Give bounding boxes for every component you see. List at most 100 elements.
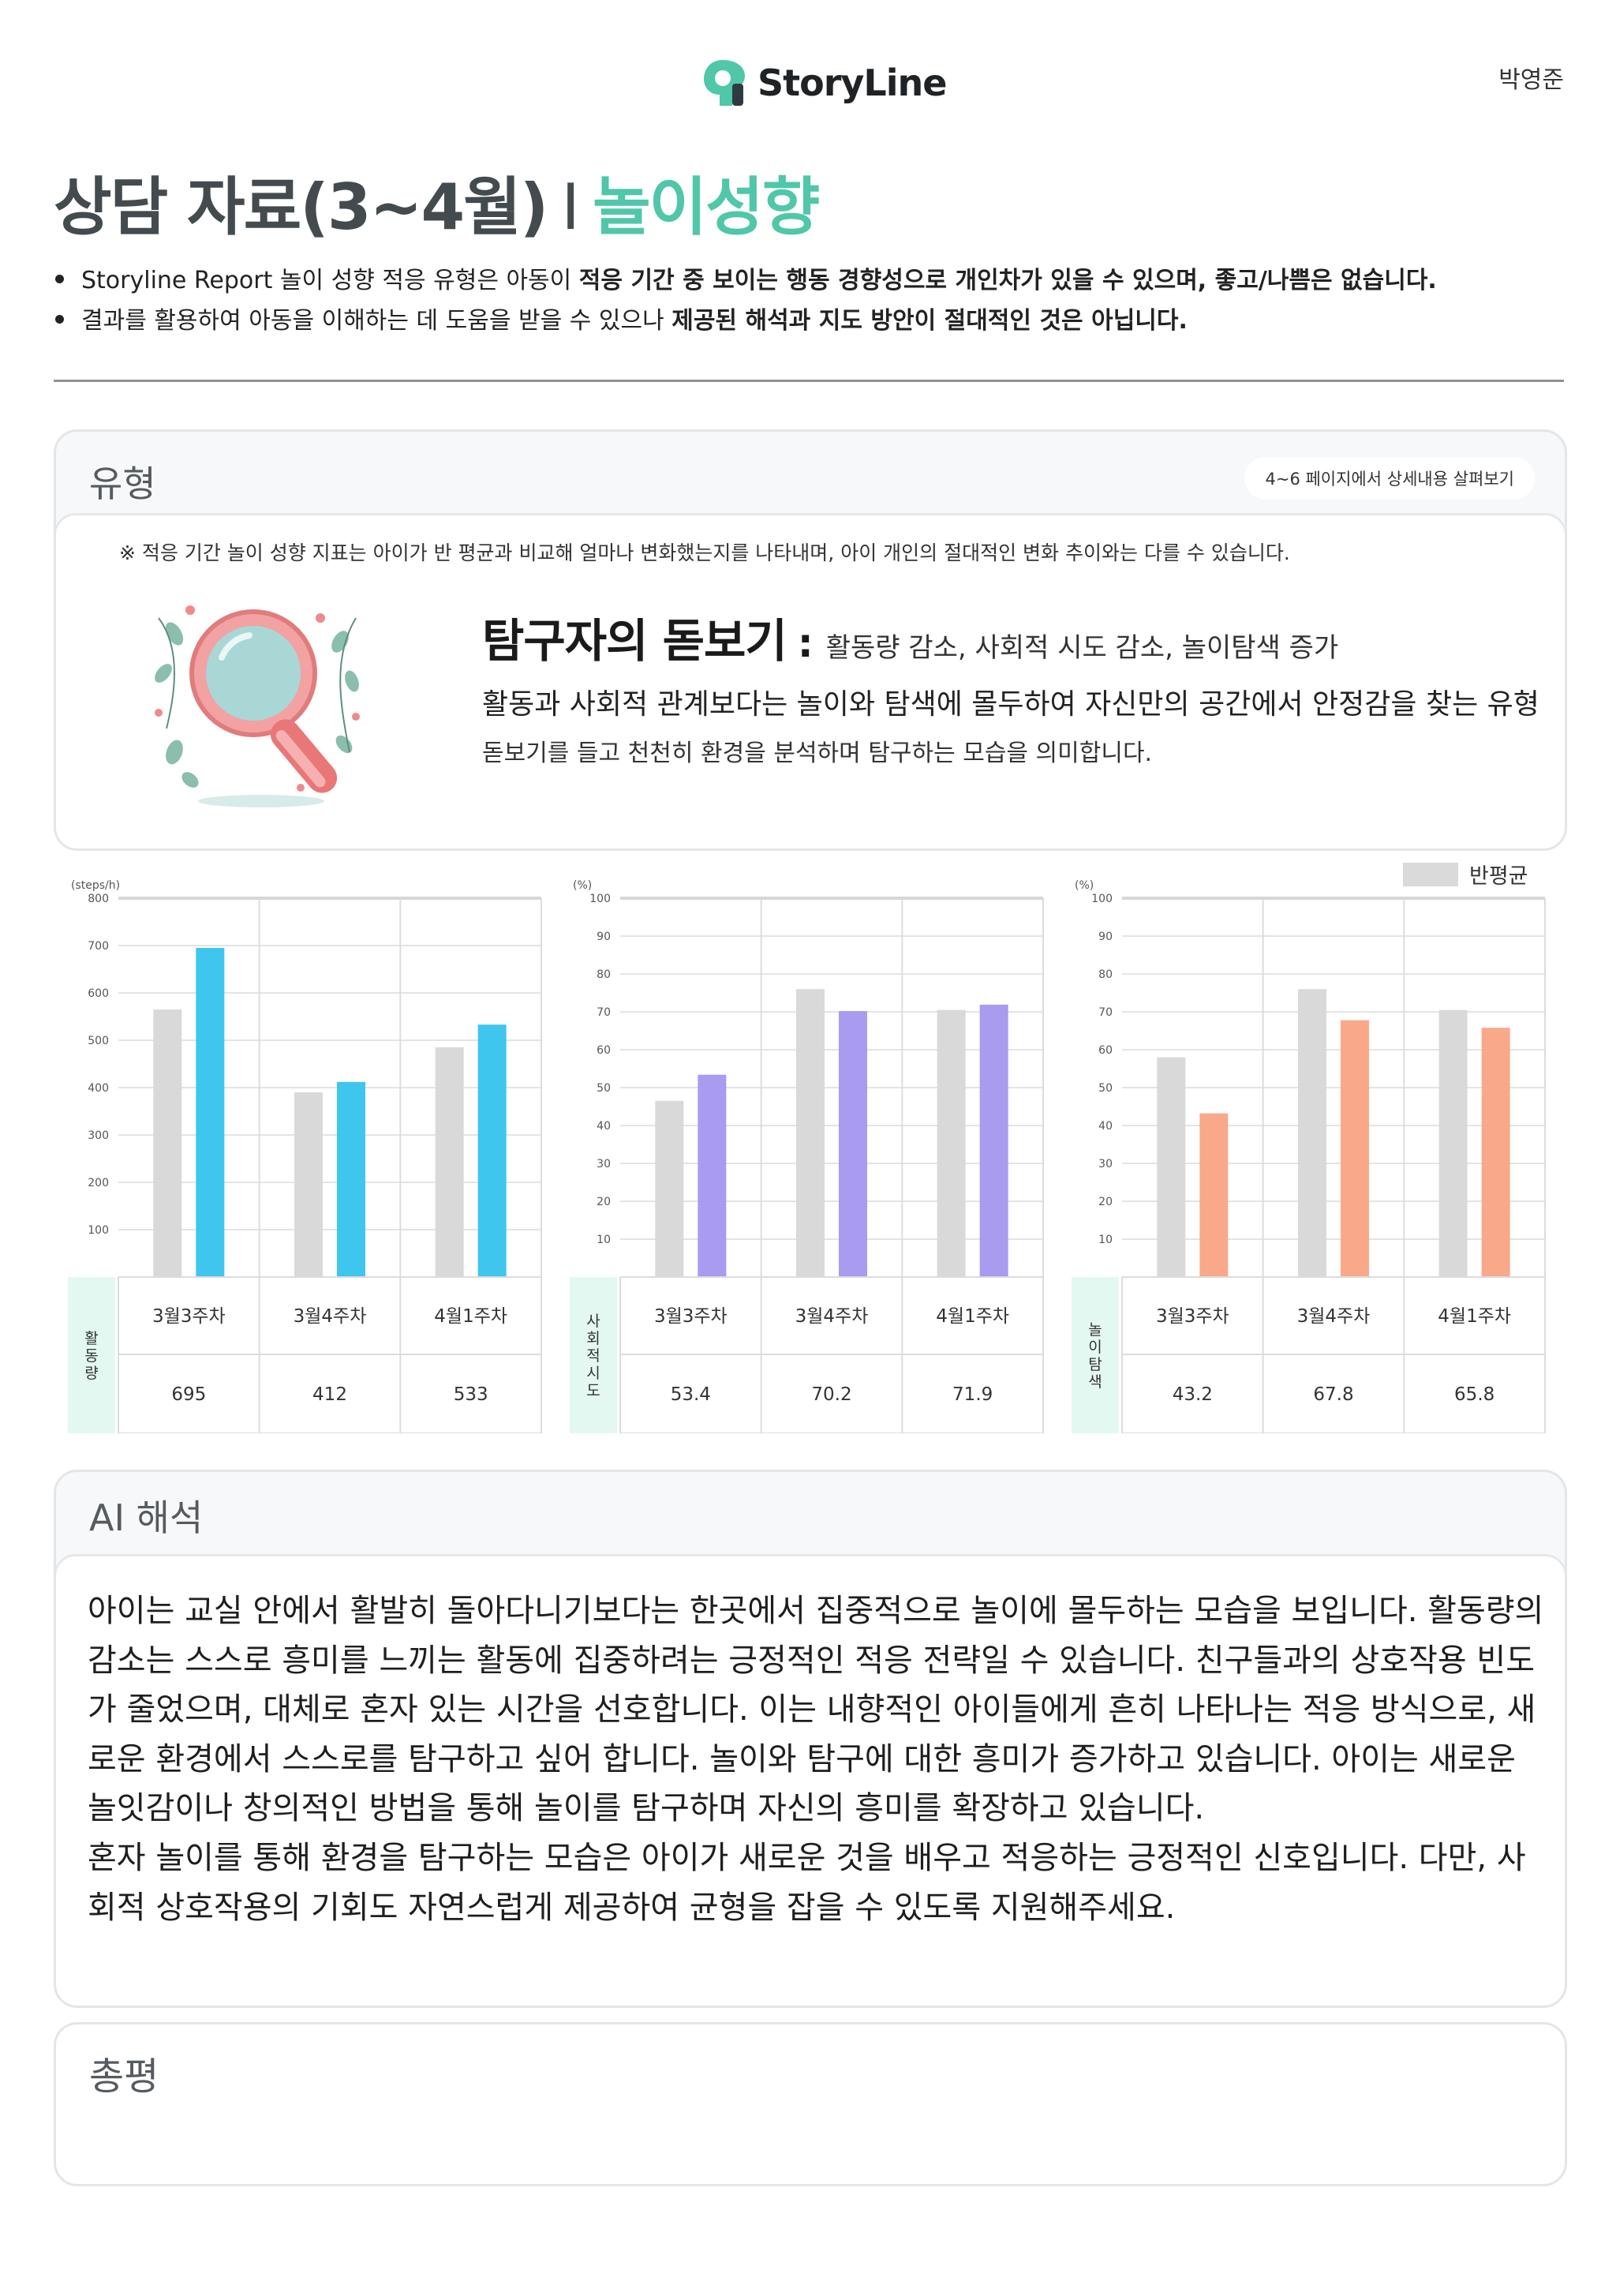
chart-legend: 반평균 — [1403, 859, 1528, 890]
y-tick-label: 500 — [88, 1035, 109, 1047]
chart-0-svg: (steps/h) 100 200 300 400 500 600 700 800 활동량 3월3주… — [68, 879, 542, 1433]
value-label: 695 — [171, 1384, 206, 1405]
y-tick-label: 80 — [597, 968, 611, 981]
chart-2-svg: (%) 10 20 30 40 50 60 70 80 90 100 놀이탐색 3월3주차 43.2 3월4… — [1072, 879, 1546, 1433]
bar-class-average — [655, 1100, 684, 1277]
chart-unit-label: (steps/h) — [71, 879, 120, 892]
value-label: 67.8 — [1313, 1384, 1353, 1405]
ai-paragraph-1: 아이는 교실 안에서 활발히 돌아다니기보다는 한곳에서 집중적으로 놀이에 몰… — [88, 1593, 1544, 1827]
y-tick-label: 100 — [88, 1224, 109, 1237]
value-label: 53.4 — [671, 1384, 711, 1405]
row-label-char: 적 — [586, 1347, 600, 1365]
note-2-bold: 제공된 해석과 지도 방안이 절대적인 것은 아닙니다. — [671, 307, 1188, 335]
y-tick-label: 200 — [88, 1177, 109, 1189]
row-label-background — [570, 1277, 617, 1433]
category-label: 4월1주차 — [936, 1306, 1009, 1327]
row-label-char: 동 — [84, 1347, 98, 1365]
row-label-char: 도 — [586, 1382, 600, 1399]
chart-unit-label: (%) — [1075, 879, 1094, 892]
y-tick-label: 70 — [1098, 1006, 1113, 1019]
y-tick-label: 300 — [88, 1129, 109, 1142]
type-name: 탐구자의 돋보기 — [482, 614, 787, 668]
row-label-char: 탐 — [1088, 1356, 1102, 1373]
bar-child-value — [839, 1011, 867, 1277]
ai-paragraph-2: 혼자 놀이를 통해 환경을 탐구하는 모습은 아이가 새로운 것을 배우고 적응… — [88, 1839, 1526, 1926]
legend-swatch-class-average — [1403, 862, 1458, 886]
chart-unit-label: (%) — [573, 879, 592, 892]
type-section-heading: 유형 — [89, 463, 156, 505]
header-divider — [54, 380, 1564, 382]
category-label: 3월4주차 — [1297, 1306, 1371, 1327]
social-attempt-chart: (%) 10 20 30 40 50 60 70 80 90 100 사 회 적 시 도 3월3주차 53.4 3월… — [570, 868, 1046, 1433]
note-1-bold: 적응 기간 중 보이는 행동 경향성으로 개인차가 있을 수 있으며, 좋고/나… — [578, 267, 1437, 294]
category-label: 4월1주차 — [434, 1306, 507, 1327]
category-label: 3월3주차 — [152, 1306, 226, 1327]
category-label: 4월1주차 — [1438, 1306, 1511, 1327]
title-accent: 놀이성향 — [592, 170, 820, 244]
bar-class-average — [1157, 1057, 1186, 1277]
legend-label-class-average: 반평균 — [1469, 864, 1528, 889]
ai-section-heading: AI 해석 — [89, 1496, 204, 1539]
category-label: 3월4주차 — [795, 1306, 869, 1327]
row-label-char: 색 — [1088, 1373, 1102, 1391]
category-label: 3월3주차 — [654, 1306, 728, 1327]
activity-chart: (steps/h) 100 200 300 400 500 600 700 800 활 동 량 3월3주… — [68, 868, 544, 1433]
title-main: 상담 자료(3~4월) — [54, 170, 548, 244]
type-traits: 활동량 감소, 사회적 시도 감소, 놀이탐색 증가 — [825, 632, 1339, 664]
y-tick-label: 60 — [1098, 1044, 1113, 1057]
note-bullet-1: Storyline Report 놀이 성향 적응 유형은 아동이 적응 기간 … — [55, 260, 1437, 295]
y-tick-label: 100 — [1091, 893, 1113, 905]
storyline-logo-icon — [704, 60, 745, 106]
y-tick-label: 100 — [589, 893, 611, 905]
bar-class-average — [435, 1047, 464, 1277]
bar-class-average — [153, 1009, 182, 1277]
value-label: 533 — [454, 1384, 488, 1405]
type-note: ※ 적응 기간 놀이 성향 지표는 아이가 반 평균과 비교해 얼마나 변화했는… — [119, 541, 1290, 564]
bar-class-average — [1438, 1009, 1468, 1277]
magnifier-illustration-icon — [155, 605, 360, 807]
ai-interpretation-card: 아이는 교실 안에서 활발히 돌아다니기보다는 한곳에서 집중적으로 놀이에 몰… — [56, 1554, 1565, 2006]
bar-child-value — [477, 1024, 507, 1277]
y-tick-label: 20 — [1098, 1196, 1113, 1208]
note-bullet-2: 결과를 활용하여 아동을 이해하는 데 도움을 받을 수 있으나 제공된 해석과… — [55, 301, 1188, 335]
row-label-char: 량 — [84, 1365, 98, 1382]
value-label: 65.8 — [1454, 1384, 1494, 1405]
row-label-background — [1072, 1277, 1119, 1433]
bar-child-value — [337, 1081, 365, 1277]
value-label: 412 — [312, 1384, 347, 1405]
y-tick-label: 50 — [1098, 1082, 1113, 1095]
page-title: 상담 자료(3~4월) I 놀이성향 — [54, 156, 820, 248]
type-section: 유형 4~6 페이지에서 상세내용 살펴보기 ※ 적응 기간 놀이 성향 지표는… — [54, 429, 1567, 851]
storyline-logo: StoryLine — [701, 57, 947, 109]
row-label-char: 활 — [84, 1330, 98, 1347]
note-2-text: 결과를 활용하여 아동을 이해하는 데 도움을 받을 수 있으나 — [81, 307, 672, 335]
bar-child-value — [979, 1004, 1008, 1277]
category-label: 3월4주차 — [294, 1306, 367, 1327]
detail-link-button[interactable]: 4~6 페이지에서 상세내용 살펴보기 — [1244, 457, 1535, 500]
row-label-background — [68, 1277, 115, 1433]
bar-child-value — [1199, 1113, 1229, 1277]
y-tick-label: 40 — [597, 1120, 611, 1133]
y-tick-label: 50 — [597, 1082, 611, 1095]
y-tick-label: 20 — [597, 1196, 611, 1208]
y-tick-label: 90 — [597, 931, 611, 943]
bar-child-value — [1481, 1028, 1510, 1277]
row-label-char: 이 — [1088, 1339, 1102, 1356]
value-label: 43.2 — [1173, 1384, 1213, 1405]
type-subdescription: 돋보기를 들고 천천히 환경을 분석하며 탐구하는 모습을 의미합니다. — [482, 740, 1153, 767]
summary-heading: 총평 — [89, 2045, 159, 2103]
bar-class-average — [796, 989, 825, 1277]
type-colon: : — [797, 620, 814, 666]
note-1-text: Storyline Report 놀이 성향 적응 유형은 아동이 — [81, 267, 579, 294]
row-label-char: 회 — [586, 1330, 600, 1347]
y-tick-label: 40 — [1098, 1120, 1113, 1133]
y-tick-label: 70 — [597, 1006, 611, 1019]
y-tick-label: 400 — [88, 1082, 109, 1095]
bar-child-value — [196, 948, 225, 1277]
y-tick-label: 700 — [88, 940, 109, 953]
play-exploration-chart: (%) 10 20 30 40 50 60 70 80 90 100 놀 이 탐 색 3월3주차 43.2 3월4… — [1072, 868, 1548, 1433]
y-tick-label: 80 — [1098, 968, 1113, 981]
bar-class-average — [937, 1009, 966, 1277]
bar-class-average — [1298, 989, 1326, 1277]
